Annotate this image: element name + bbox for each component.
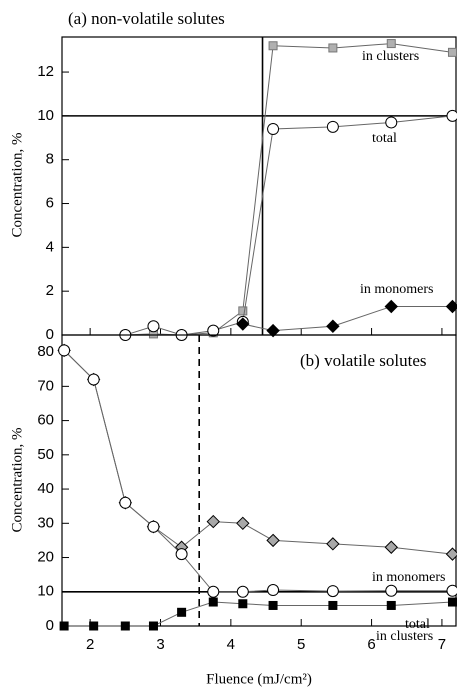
marker — [175, 548, 188, 561]
y-tick-label: 6 — [46, 194, 54, 211]
y-tick-label: 8 — [46, 151, 54, 168]
marker — [236, 516, 250, 531]
marker — [208, 597, 218, 607]
marker — [267, 584, 280, 597]
series-label: total — [405, 617, 430, 632]
marker — [386, 39, 396, 49]
y-tick-label: 10 — [37, 107, 54, 124]
marker — [446, 109, 457, 122]
marker — [328, 43, 338, 53]
marker — [266, 323, 280, 338]
y-tick-label: 60 — [37, 412, 54, 429]
series-line — [63, 350, 453, 593]
marker — [447, 47, 457, 57]
marker — [447, 597, 457, 607]
series-label: in monomers — [372, 570, 446, 585]
x-tick-label: 4 — [227, 636, 235, 653]
y-tick-label: 40 — [37, 480, 54, 497]
marker — [267, 123, 280, 136]
marker — [207, 585, 220, 598]
marker — [326, 319, 340, 333]
marker — [326, 120, 339, 133]
marker — [266, 533, 280, 548]
marker — [89, 621, 99, 631]
y-tick-label: 70 — [37, 377, 54, 394]
y-tick-label: 80 — [37, 343, 54, 360]
y-tick-label: 30 — [37, 514, 54, 531]
marker — [326, 537, 340, 551]
series-label: in monomers — [360, 282, 434, 297]
y-axis-label: Concentration, % — [9, 133, 25, 238]
y-tick-label: 2 — [46, 282, 54, 299]
y-tick-label: 20 — [37, 548, 54, 565]
marker — [446, 584, 457, 597]
x-tick-label: 5 — [297, 636, 305, 653]
marker — [445, 299, 457, 314]
x-tick-label: 3 — [156, 636, 164, 653]
y-tick-label: 0 — [46, 617, 54, 634]
series-line — [63, 350, 453, 555]
chart-title: (a) non-volatile solutes — [68, 9, 225, 28]
x-tick-label: 2 — [86, 636, 94, 653]
series-label: in clusters — [362, 49, 419, 64]
marker — [206, 514, 220, 529]
marker — [385, 584, 398, 597]
series-label: total — [372, 131, 397, 146]
series-line — [125, 115, 453, 336]
y-tick-label: 0 — [46, 326, 54, 343]
series-label: in clusters — [376, 629, 433, 644]
marker — [147, 520, 160, 533]
chart-title: (b) volatile solutes — [300, 351, 427, 370]
y-tick-label: 10 — [37, 583, 54, 600]
marker — [385, 116, 398, 129]
marker — [326, 585, 339, 598]
marker — [238, 306, 248, 316]
marker — [177, 607, 187, 617]
y-axis-label: Concentration, % — [9, 428, 25, 533]
x-tick-label: 6 — [367, 636, 375, 653]
x-axis-label: Fluence (mJ/cm²) — [206, 671, 312, 687]
x-tick-label: 7 — [438, 636, 446, 653]
marker — [386, 600, 396, 610]
marker — [147, 320, 160, 333]
marker — [148, 621, 158, 631]
marker — [238, 599, 248, 609]
y-tick-label: 4 — [46, 238, 54, 255]
marker — [384, 540, 398, 554]
marker — [207, 324, 220, 337]
y-tick-label: 50 — [37, 446, 54, 463]
y-tick-label: 12 — [37, 63, 54, 80]
marker — [384, 299, 398, 314]
marker — [236, 585, 249, 598]
marker — [87, 373, 100, 386]
marker — [268, 41, 278, 51]
marker — [268, 600, 278, 610]
marker — [59, 621, 69, 631]
marker — [119, 496, 132, 509]
marker — [58, 344, 71, 357]
marker — [328, 600, 338, 610]
marker — [445, 547, 457, 561]
plot-frame — [61, 334, 457, 627]
marker — [236, 317, 250, 331]
marker — [120, 621, 130, 631]
